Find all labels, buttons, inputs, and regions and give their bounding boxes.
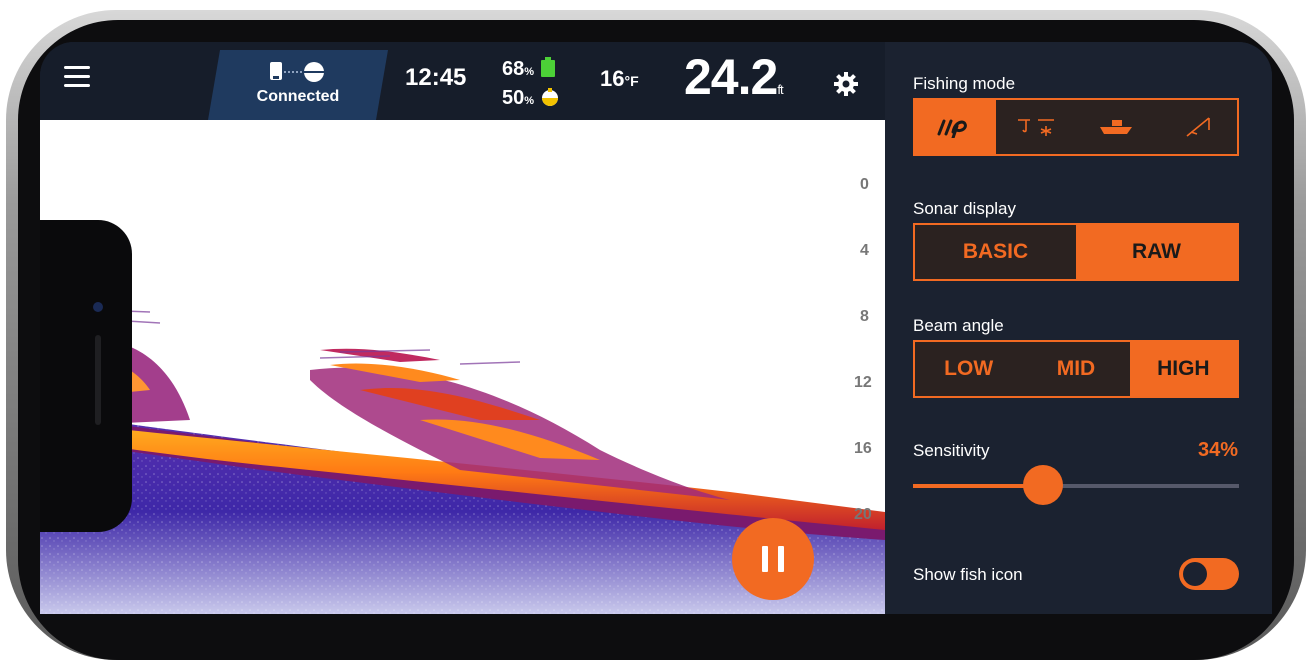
beam-angle-high[interactable]: HIGH xyxy=(1129,342,1237,396)
sensitivity-slider-handle[interactable] xyxy=(1023,465,1064,505)
connection-label: Connected xyxy=(256,88,340,105)
speaker-grille xyxy=(95,335,101,425)
depth-scale-label: 4 xyxy=(860,242,869,259)
phone-battery-icon xyxy=(540,57,555,77)
settings-panel: Fishing mode xyxy=(885,42,1272,614)
fishing-mode-deeper[interactable] xyxy=(915,100,996,154)
rod-icon xyxy=(1186,117,1210,137)
temperature-unit: °F xyxy=(624,73,639,89)
battery-status: 68% 50% xyxy=(502,56,560,114)
status-bar: Connected 12:45 68% 50% 16°F xyxy=(40,42,885,120)
sonar-image xyxy=(40,309,885,614)
pause-icon xyxy=(778,546,784,572)
sensitivity-slider[interactable] xyxy=(913,465,1239,505)
camera-icon xyxy=(93,302,103,312)
sonar-battery-value: 50 xyxy=(502,87,525,109)
gear-icon[interactable] xyxy=(833,71,859,97)
phone-notch xyxy=(40,220,132,532)
toggle-knob xyxy=(1183,562,1207,586)
sensitivity-label: Sensitivity xyxy=(913,441,990,460)
depth-scale-label: 0 xyxy=(860,176,869,193)
beam-angle-label: Beam angle xyxy=(913,316,1004,335)
sonar-connection-icon xyxy=(268,60,332,86)
deeper-logo-icon xyxy=(937,119,968,138)
menu-icon[interactable] xyxy=(64,66,90,88)
depth-scale-label: 8 xyxy=(860,308,869,325)
phone-battery-value: 68 xyxy=(502,58,525,80)
show-fish-icon-toggle[interactable] xyxy=(1179,558,1239,590)
connection-status[interactable]: Connected xyxy=(208,50,388,120)
fishing-mode-shore[interactable] xyxy=(1156,100,1237,154)
fishing-mode-label: Fishing mode xyxy=(913,74,1016,93)
depth-value: 24.2 xyxy=(684,49,778,105)
depth-scale: 0 4 8 12 16 20 xyxy=(852,176,892,614)
temperature-value: 16 xyxy=(600,66,625,91)
sonar-display-label: Sonar display xyxy=(913,199,1017,218)
show-fish-icon-label: Show fish icon xyxy=(913,565,1023,584)
depth-scale-label: 20 xyxy=(854,506,872,523)
depth-unit: ft xyxy=(777,82,783,97)
sonar-battery-unit: % xyxy=(524,95,535,107)
beam-angle-low[interactable]: LOW xyxy=(915,342,1023,396)
sonar-view[interactable]: 0 4 8 12 16 20 xyxy=(40,120,885,614)
fishing-mode-ice[interactable] xyxy=(995,100,1076,154)
beam-angle-mid[interactable]: MID xyxy=(1022,342,1130,396)
sensitivity-slider-fill xyxy=(913,484,1044,488)
pause-button[interactable] xyxy=(732,518,814,600)
water-temperature: 16°F xyxy=(600,66,639,92)
clock: 12:45 xyxy=(405,64,467,91)
sonar-display-basic[interactable]: BASIC xyxy=(915,225,1076,279)
fishing-mode-selector xyxy=(913,98,1239,156)
sonar-battery-icon xyxy=(541,88,558,106)
boat-icon xyxy=(1100,120,1133,134)
beam-angle-selector: LOW MID HIGH xyxy=(913,340,1239,398)
pause-icon xyxy=(762,546,768,572)
sonar-display-selector: BASIC RAW xyxy=(913,223,1239,281)
sensitivity-value: 34% xyxy=(1197,439,1238,461)
ice-fishing-icon xyxy=(1017,119,1054,136)
fishing-mode-boat[interactable] xyxy=(1076,100,1157,154)
depth-scale-label: 16 xyxy=(854,440,872,457)
phone-battery-unit: % xyxy=(524,66,535,78)
depth-scale-label: 12 xyxy=(854,374,872,391)
depth-readout: 24.2ft xyxy=(684,48,784,106)
app-screen: Connected 12:45 68% 50% 16°F xyxy=(40,42,1272,614)
sonar-display-raw[interactable]: RAW xyxy=(1076,225,1237,279)
